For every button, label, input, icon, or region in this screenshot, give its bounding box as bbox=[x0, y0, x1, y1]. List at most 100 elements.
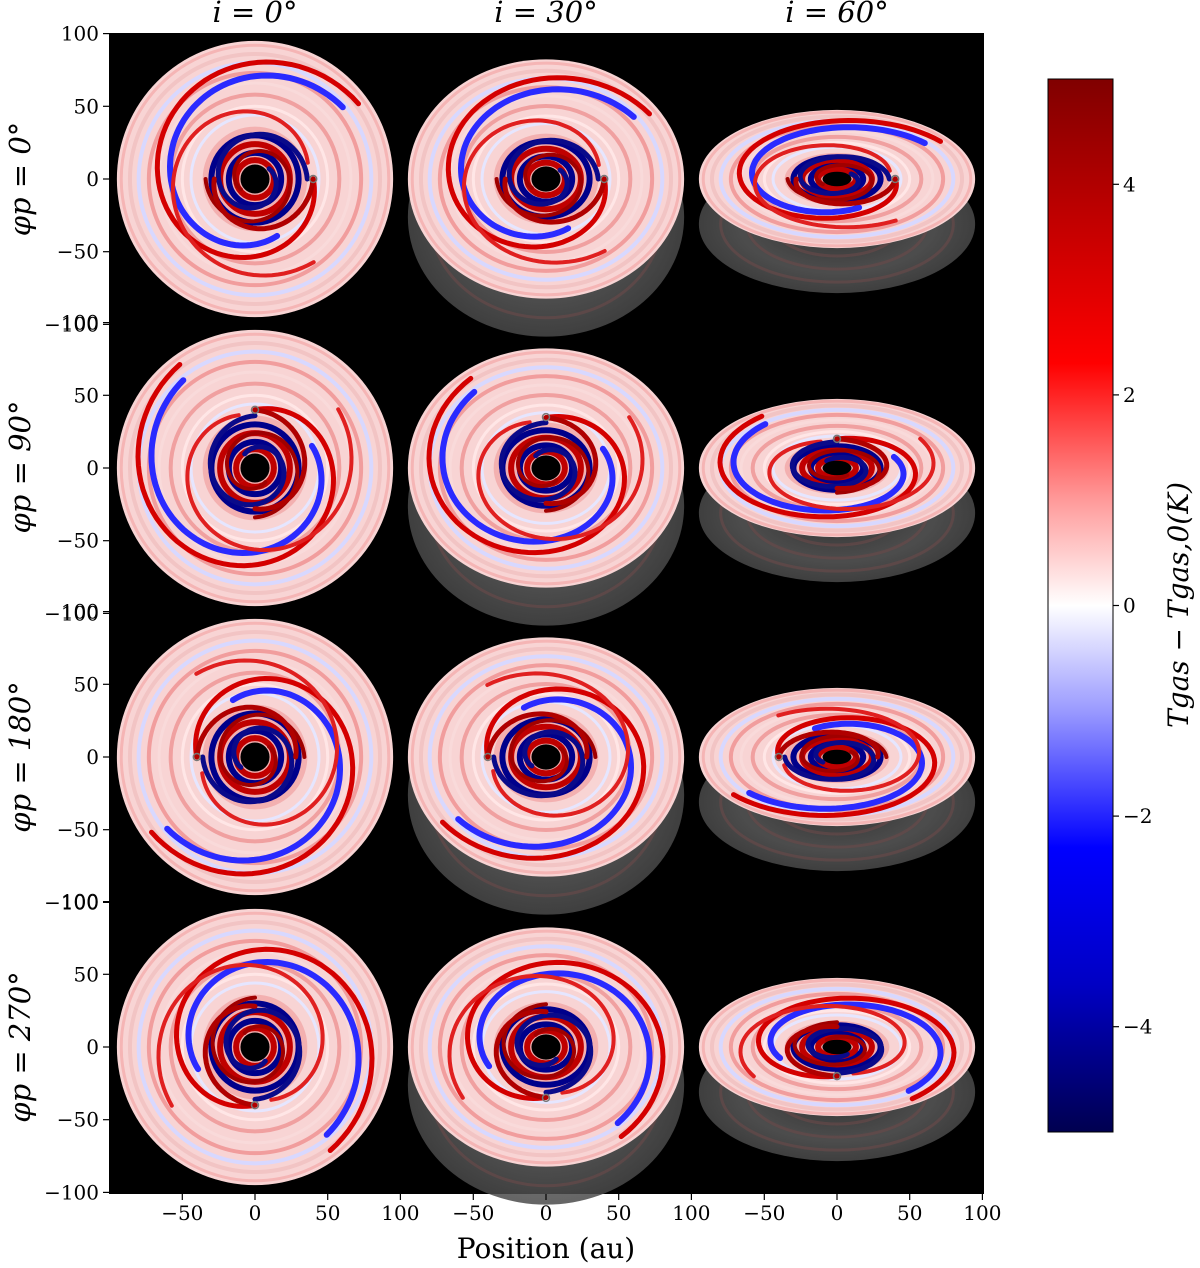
colorbar bbox=[1047, 78, 1114, 1133]
planet-marker bbox=[599, 174, 609, 184]
spiral-arm bbox=[752, 143, 898, 230]
inner-hole bbox=[240, 742, 270, 772]
disk-ring bbox=[180, 682, 330, 832]
inner-hole bbox=[822, 171, 852, 187]
spiral-arm bbox=[211, 176, 316, 232]
spiral-arm bbox=[447, 973, 616, 1100]
disk-ring bbox=[418, 357, 674, 579]
planet-marker bbox=[890, 174, 900, 184]
colorbar-tick-label: 4 bbox=[1123, 172, 1136, 196]
disk-ring bbox=[471, 692, 621, 822]
x-tick-label: 0 bbox=[831, 1201, 844, 1225]
spiral-arm bbox=[776, 729, 881, 760]
spiral-arm bbox=[156, 962, 325, 1108]
spiral-arm bbox=[543, 415, 599, 507]
spiral-arm bbox=[498, 420, 578, 503]
spiral-arm bbox=[736, 117, 943, 221]
spiral-arm bbox=[148, 377, 325, 557]
spiral-arm bbox=[767, 1001, 944, 1094]
planet-marker bbox=[308, 174, 318, 184]
disk-ring bbox=[180, 972, 330, 1122]
disk-ring bbox=[471, 114, 621, 244]
disk-ring bbox=[119, 332, 391, 604]
spiral-arm bbox=[215, 131, 310, 211]
spiral-arm bbox=[767, 436, 936, 511]
disk-ring bbox=[701, 399, 973, 537]
spiral-arm bbox=[494, 152, 584, 218]
planet-marker bbox=[192, 752, 202, 762]
colorbar-tick-label: 2 bbox=[1123, 383, 1136, 407]
y-tick-label: 50 bbox=[74, 672, 99, 696]
colorbar-ticks: 4 2 0 −2 −4 bbox=[1113, 172, 1152, 1039]
y-tick-label: −50 bbox=[57, 1108, 99, 1132]
spiral-arm bbox=[730, 421, 907, 514]
disk-panel bbox=[698, 687, 976, 872]
inner-hole bbox=[240, 1032, 270, 1062]
spiral-arm bbox=[149, 675, 356, 877]
x-tick-label: 50 bbox=[897, 1201, 922, 1225]
spiral-arm bbox=[485, 711, 590, 760]
row-title-phi-90: φp = 90° bbox=[3, 400, 37, 533]
column-title-inc-60: i = 60° bbox=[785, 0, 888, 29]
y-tick-label: −100 bbox=[44, 312, 99, 336]
spiral-arm bbox=[491, 729, 586, 799]
planet-marker bbox=[774, 752, 784, 762]
disk-ring bbox=[762, 430, 912, 506]
spiral-arm bbox=[203, 149, 293, 224]
planet-marker bbox=[832, 434, 842, 444]
disk-panel bbox=[698, 977, 976, 1162]
column-title-inc-0: i = 0° bbox=[213, 0, 298, 29]
spiral-arm bbox=[797, 154, 892, 196]
spiral-arm bbox=[164, 687, 344, 864]
row-title-phi-270: φp = 270° bbox=[3, 971, 37, 1122]
y-tick-label: −100 bbox=[44, 890, 99, 914]
spiral-arm bbox=[789, 439, 869, 489]
inner-hole bbox=[531, 744, 561, 770]
x-tick-label: −50 bbox=[452, 1201, 494, 1225]
disk-ring bbox=[146, 648, 364, 866]
spiral-arm bbox=[485, 671, 631, 818]
x-tick-label: 0 bbox=[249, 1201, 262, 1225]
disk-ring bbox=[701, 688, 973, 826]
planet-marker bbox=[250, 405, 260, 415]
spiral-arm bbox=[476, 970, 653, 1127]
disk-ring bbox=[762, 1009, 912, 1085]
disk-ring bbox=[119, 621, 391, 893]
disk-ring bbox=[709, 403, 965, 533]
spiral-arm bbox=[508, 718, 598, 784]
inner-hole bbox=[822, 460, 852, 476]
row-title-phi-0: φp = 0° bbox=[3, 122, 37, 237]
inner-hole bbox=[822, 1039, 852, 1055]
x-tick-label: −50 bbox=[743, 1201, 785, 1225]
column-title-inc-30: i = 30° bbox=[494, 0, 597, 29]
spiral-arm bbox=[445, 75, 652, 250]
disk-ring bbox=[410, 350, 682, 586]
disk-panel bbox=[407, 59, 685, 337]
disk-panel bbox=[407, 927, 685, 1205]
spiral-arm bbox=[173, 946, 375, 1153]
spiral-arm bbox=[200, 725, 295, 805]
spiral-arm bbox=[225, 430, 300, 520]
y-tick-label: −50 bbox=[57, 818, 99, 842]
spiral-arm bbox=[738, 1004, 907, 1079]
spiral-arm bbox=[439, 388, 616, 545]
disk-panel bbox=[698, 398, 976, 583]
spiral-arm bbox=[731, 715, 938, 819]
disk-ring bbox=[709, 114, 965, 244]
disk-ring bbox=[127, 340, 383, 596]
spiral-arm bbox=[501, 1002, 576, 1080]
y-tick-label: 50 bbox=[74, 383, 99, 407]
disk-panels bbox=[116, 40, 976, 1205]
disk-ring bbox=[728, 412, 946, 524]
spiral-arm bbox=[464, 959, 666, 1140]
disk-ring bbox=[146, 359, 364, 577]
spiral-arm bbox=[506, 137, 601, 207]
disk-ring bbox=[701, 110, 973, 248]
y-tick-label: 100 bbox=[61, 600, 99, 624]
inner-hole bbox=[531, 166, 561, 192]
disk-panel bbox=[116, 618, 394, 896]
disk-ring bbox=[410, 61, 682, 297]
disk-ring bbox=[119, 43, 391, 315]
planet-marker bbox=[541, 1093, 551, 1103]
